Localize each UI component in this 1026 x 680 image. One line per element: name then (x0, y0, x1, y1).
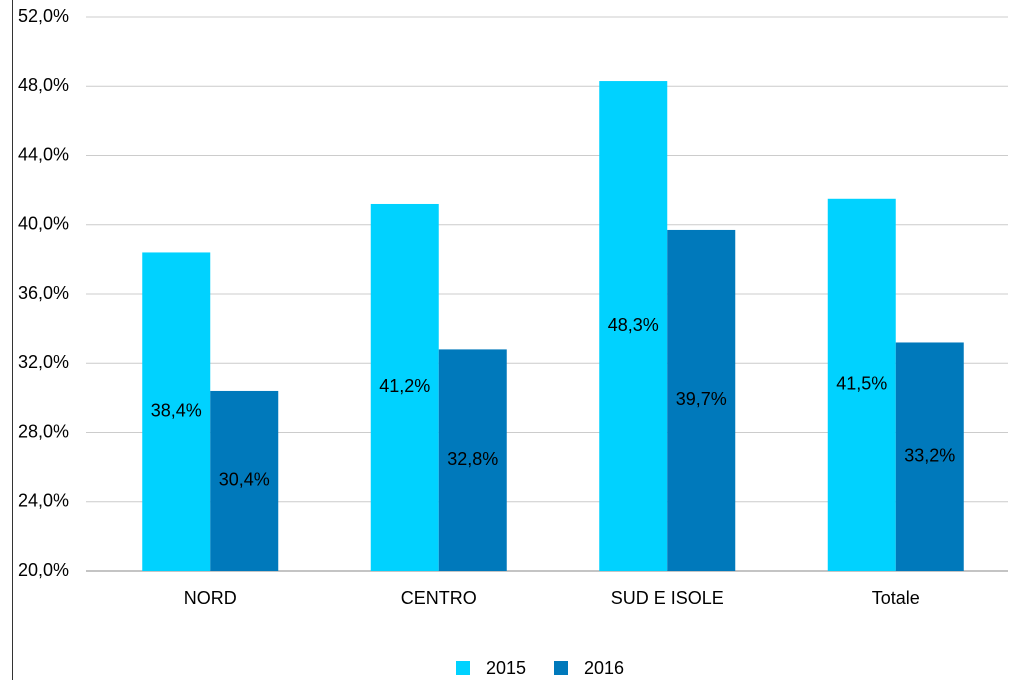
bar (895, 342, 964, 571)
bar (142, 252, 211, 571)
data-label: 38,4% (151, 400, 202, 420)
y-tick-label: 36,0% (18, 283, 69, 303)
data-label: 39,7% (676, 389, 727, 409)
bar (667, 229, 736, 571)
legend-swatch (554, 661, 568, 675)
bar (599, 81, 668, 572)
x-tick-label: Totale (872, 588, 920, 608)
y-tick-label: 40,0% (18, 214, 69, 234)
legend-label: 2015 (486, 658, 526, 678)
bar (827, 198, 896, 571)
legend-label: 2016 (584, 658, 624, 678)
y-tick-label: 28,0% (18, 421, 69, 441)
y-tick-label: 52,0% (18, 6, 69, 26)
y-tick-label: 20,0% (18, 560, 69, 580)
y-tick-label: 32,0% (18, 352, 69, 372)
bar (210, 390, 279, 571)
data-label: 48,3% (608, 315, 659, 335)
bar (370, 203, 439, 571)
legend-swatch (456, 661, 470, 675)
data-label: 30,4% (219, 470, 270, 490)
y-tick-label: 44,0% (18, 144, 69, 164)
y-tick-label: 24,0% (18, 491, 69, 511)
data-label: 33,2% (904, 445, 955, 465)
x-tick-label: SUD E ISOLE (611, 588, 724, 608)
bar (438, 349, 507, 571)
data-label: 41,5% (836, 374, 887, 394)
y-tick-label: 48,0% (18, 75, 69, 95)
data-label: 32,8% (447, 449, 498, 469)
x-tick-label: NORD (184, 588, 237, 608)
x-tick-label: CENTRO (401, 588, 477, 608)
data-label: 41,2% (379, 376, 430, 396)
